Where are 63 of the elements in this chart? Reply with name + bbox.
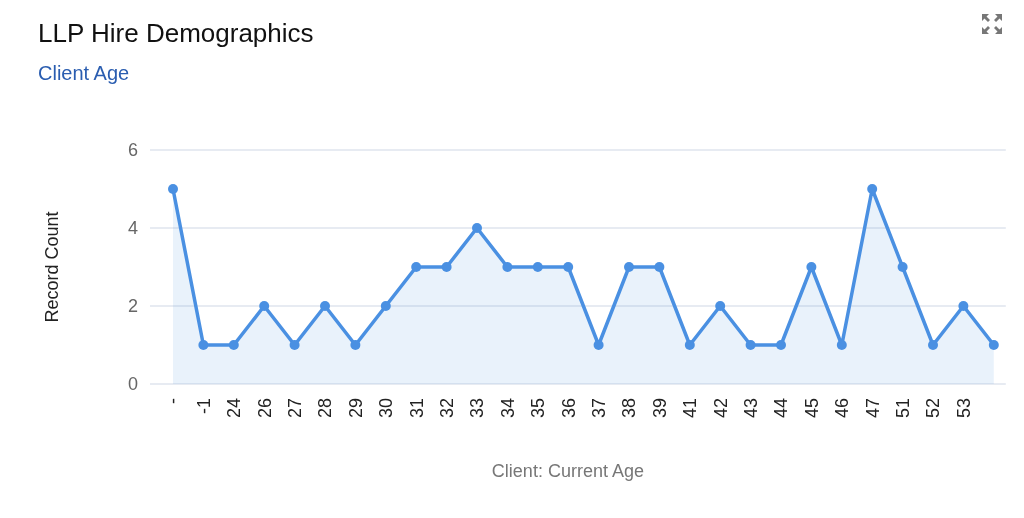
x-tick-label: 53 (953, 398, 974, 419)
point (198, 340, 209, 350)
point (988, 340, 999, 350)
point (836, 340, 847, 350)
x-tick-label: 45 (801, 398, 822, 419)
point (745, 340, 756, 350)
point (441, 262, 452, 272)
point (289, 340, 300, 350)
x-tick-label: 41 (680, 398, 701, 419)
point (472, 223, 482, 233)
point (593, 340, 604, 350)
x-tick-label: 37 (588, 398, 609, 419)
x-tick-label: 35 (528, 398, 549, 419)
x-tick-label: 36 (558, 398, 579, 419)
x-tick-label: 42 (710, 398, 731, 419)
point (228, 340, 239, 350)
chart-subtitle: Client Age (38, 62, 130, 84)
x-tick-label: 52 (923, 398, 944, 419)
x-tick-label: 38 (619, 398, 640, 419)
x-tick-label: 51 (892, 398, 913, 419)
x-tick-label: 24 (224, 398, 245, 419)
x-tick-label: 32 (436, 398, 457, 419)
x-tick-label: 44 (771, 398, 792, 419)
point (928, 340, 938, 350)
x-axis-title: Client: Current Age (491, 461, 644, 481)
x-tick-label: 33 (467, 398, 488, 419)
y-axis-title: Record Count (42, 211, 62, 323)
y-tick-label: 2 (127, 296, 138, 317)
point (897, 262, 908, 272)
chart-title: LLP Hire Demographics (38, 18, 314, 48)
point (715, 301, 726, 311)
point (532, 262, 543, 272)
point (867, 184, 878, 194)
point (168, 184, 178, 194)
x-tick-label: 46 (832, 398, 853, 419)
point (259, 301, 270, 311)
x-tick-label: 47 (862, 398, 883, 419)
point (654, 262, 665, 272)
point (624, 262, 634, 272)
x-tick-label: 30 (376, 398, 397, 419)
point (350, 340, 361, 350)
point (958, 301, 969, 311)
x-tick-label: -1 (193, 398, 214, 415)
x-tick-label: 34 (497, 398, 518, 419)
x-tick-label: 43 (740, 398, 761, 419)
point (776, 340, 786, 350)
point (380, 301, 391, 311)
point (806, 262, 817, 272)
point (411, 262, 422, 272)
y-tick-label: 4 (127, 218, 138, 239)
x-tick-label: 27 (284, 398, 305, 419)
y-tick-label: 6 (127, 140, 138, 161)
x-tick-label: 31 (406, 398, 427, 419)
x-tick-label: - (163, 398, 184, 404)
point (502, 262, 513, 272)
x-tick-label: 39 (649, 398, 670, 419)
x-tick-label: 26 (254, 398, 275, 419)
point (320, 301, 330, 311)
x-tick-label: 29 (345, 398, 366, 419)
x-tick-label: 28 (315, 398, 336, 419)
point (563, 262, 574, 272)
y-tick-label: 0 (127, 374, 138, 395)
point (684, 340, 695, 350)
